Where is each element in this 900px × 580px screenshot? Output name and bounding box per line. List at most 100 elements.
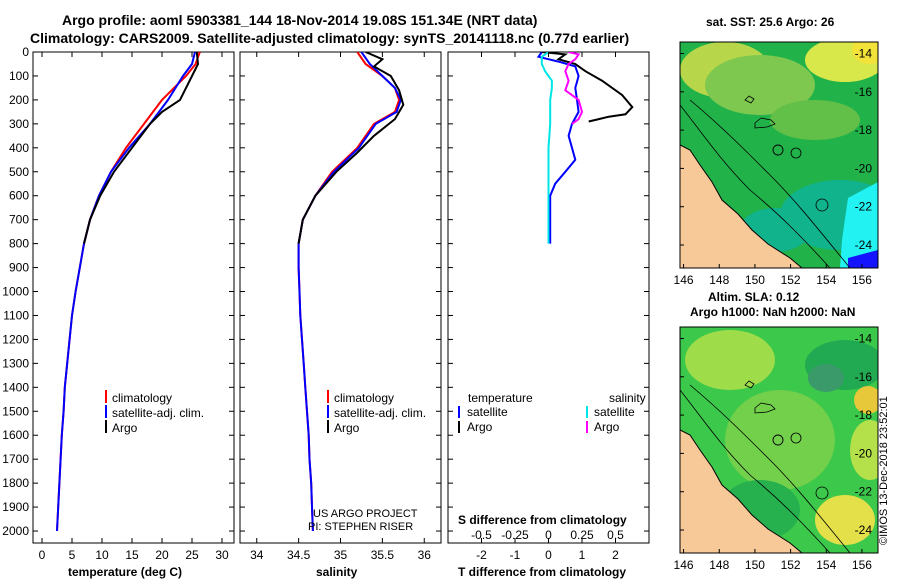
map-lat-label: -20 [855,161,873,175]
map-lon-label: 150 [745,558,765,572]
salinity-plot-frame [239,51,442,544]
depth-tick-label: 100 [9,69,29,83]
sst-coldest-patch [848,250,878,268]
x2-tick-label: -0.5 [471,528,492,542]
temperature-x-axis: 0 5 10 15 20 25 30 [39,52,229,562]
sst-argo-marker [772,144,784,156]
sla-high-patch [725,390,835,490]
depth-tick-label: 700 [9,213,29,227]
series-line-s-satellite [540,52,553,244]
sst-warm-patch [770,100,860,140]
project-credit-line-1: US ARGO PROJECT [313,508,418,520]
depth-tick-label: 1200 [2,332,29,346]
sla-depth-contour [689,384,851,553]
depth-tick-label: 1600 [2,428,29,442]
depth-tick-label: 900 [9,261,29,275]
sla-map-axes: 146 148 150 152 154 156 -14 -16 -18 -20 -22 -24 [674,331,873,572]
temperature-series [56,52,201,532]
map-lat-label: -16 [855,85,873,99]
x-tick-label: 0 [39,548,46,562]
map-lat-label: -24 [855,523,873,537]
sla-argo-marker [772,434,784,446]
series-line-t-argo [541,52,634,123]
map-lon-label: 148 [709,558,729,572]
sst-reef [815,198,829,212]
map-lat-label: -22 [855,485,873,499]
sst-reef [790,147,802,159]
legend-label-t-argo: Argo [467,420,493,434]
sst-warm-patch [705,55,815,115]
sla-high-patch [815,495,875,545]
series-line-satellite-adj-clim- [56,52,196,532]
x2-tick-label: 0.25 [570,528,594,542]
depth-tick-label: 1800 [2,476,29,490]
sla-map-subtitle: Argo h1000: NaN h2000: NaN [690,305,855,319]
map-lon-label: 154 [816,273,836,287]
legend-label-climatology: climatology [112,391,172,405]
map-lon-label: 152 [781,558,801,572]
sst-cold-patch [840,182,878,268]
legend-label-climatology: climatology [334,391,394,405]
sla-high-patch [854,386,878,414]
series-line-s-argo [564,52,584,125]
series-line-argo [297,52,405,244]
depth-tick-label: 2000 [2,524,29,538]
depth-tick-label: 1400 [2,380,29,394]
map-lat-label: -14 [855,46,873,60]
map-lon-label: 156 [852,558,872,572]
map-lon-label: 146 [674,273,694,287]
salinity-x-axis: 34 34.5 35 35.5 36 [250,52,431,562]
x-tick-label: 36 [418,548,432,562]
map-lon-label: 148 [709,273,729,287]
x-tick-label: 20 [155,548,169,562]
sst-map-axes: 146 148 150 152 154 156 -14 -16 -18 -20 -22 -24 [674,46,873,287]
depth-tick-label: 1700 [2,452,29,466]
depth-tick-label: 500 [9,165,29,179]
x-tick-label: 30 [215,548,229,562]
legend-label-argo: Argo [112,421,138,435]
sla-reef [754,402,776,414]
map-lat-label: -16 [855,370,873,384]
sst-land [680,144,803,268]
sla-map-frame [679,326,879,554]
x-tick-label: 0 [545,548,552,562]
imos-timestamp: ©IMOS 13-Dec-2018 23:52:01 [878,396,890,545]
legend-label-s-satellite: satellite [594,405,635,419]
x-tick-label: 25 [185,548,199,562]
sst-map [680,42,878,268]
salinity-axis-label: salinity [316,565,358,579]
sla-reef [744,380,755,389]
legend-label-s-argo: Argo [594,420,620,434]
sst-map-title: sat. SST: 25.6 Argo: 26 [706,15,835,29]
map-lon-label: 156 [852,273,872,287]
temperature-legend: climatology satellite-adj. clim. Argo [105,390,204,435]
sla-land [680,429,803,553]
depth-tick-label: 800 [9,237,29,251]
map-lon-label: 150 [745,273,765,287]
difference-series [536,52,634,244]
depth-tick-label: 600 [9,189,29,203]
legend-label-t-satellite: satellite [467,405,508,419]
map-lat-label: -14 [855,331,873,345]
map-lon-label: 154 [816,558,836,572]
salinity-series [297,52,405,532]
x2-tick-label: -0.25 [501,528,529,542]
x2-tick-label: 0 [545,528,552,542]
temperature-plot-frame [32,51,235,544]
x-tick-label: 35 [334,548,348,562]
sla-high-patch [685,330,775,390]
map-lon-label: 152 [781,273,801,287]
depth-tick-label: 300 [9,117,29,131]
map-lat-label: -18 [855,123,873,137]
title-line-1: Argo profile: aoml 5903381_144 18-Nov-20… [62,12,538,28]
sla-reef [790,432,802,444]
sst-warm-patch [852,42,878,64]
sla-map-title: Altim. SLA: 0.12 [708,290,800,304]
sst-reef [744,95,755,104]
x-tick-label: 35.5 [371,548,395,562]
sst-depth-contour [689,99,851,268]
map-lat-label: -20 [855,446,873,460]
sla-high-patch [850,420,878,480]
sst-depth-contour [680,104,831,268]
